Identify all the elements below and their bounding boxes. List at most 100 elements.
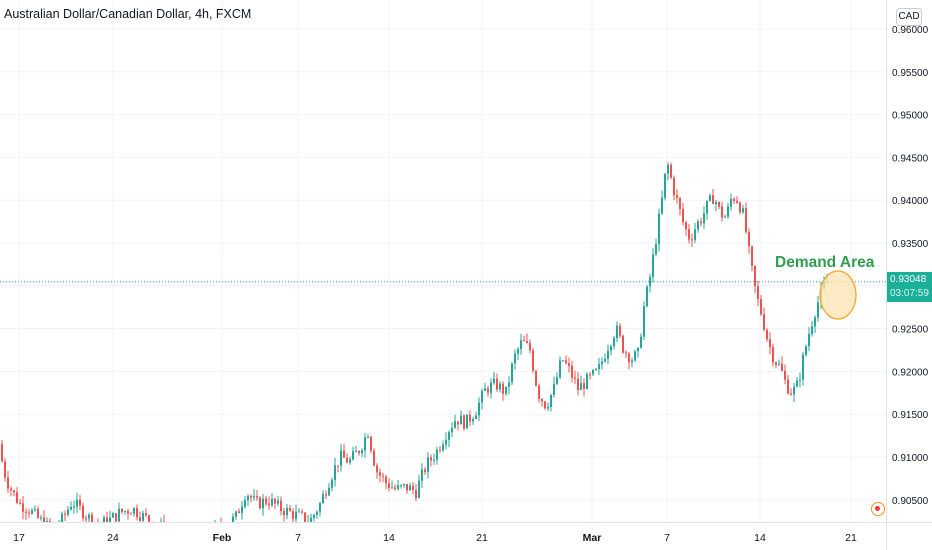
y-tick-label: 0.94000 [892, 196, 929, 207]
candle-body [577, 378, 579, 390]
candle-body [457, 421, 459, 425]
currency-button[interactable]: CAD [896, 8, 922, 26]
candle-body [70, 506, 72, 510]
candle-body [511, 363, 513, 383]
candle-body [130, 513, 132, 515]
candle-body [733, 198, 735, 201]
candle-body [496, 378, 498, 390]
candle-body [637, 347, 639, 352]
y-tick-label: 0.90500 [892, 496, 929, 507]
candle-body [91, 514, 93, 522]
candle-body [811, 326, 813, 334]
candle-body [109, 517, 111, 522]
candle-body [565, 360, 567, 364]
candle-body [643, 306, 645, 337]
candle-body [667, 164, 669, 174]
candle-body [508, 382, 510, 387]
candle-body [538, 385, 540, 399]
candle-body [319, 503, 321, 512]
candle-body [139, 517, 141, 521]
candle-body [787, 379, 789, 394]
candle-body [334, 465, 336, 480]
candle-body [118, 508, 120, 522]
candle-body [430, 457, 432, 461]
current-price-tag: 0.93048 03:07:59 [887, 272, 932, 302]
candle-body [28, 512, 30, 514]
candle-body [571, 365, 573, 378]
candle-body [493, 378, 495, 383]
candle-body [367, 436, 369, 438]
candle-body [4, 461, 6, 478]
candle-body [604, 358, 606, 362]
candle-body [631, 360, 633, 363]
candle-body [610, 346, 612, 351]
candle-body [22, 503, 24, 512]
candle-body [13, 490, 15, 493]
candle-body [523, 340, 525, 342]
alert-flag-icon[interactable] [871, 502, 885, 516]
candle-body [589, 374, 591, 376]
candle-body [385, 476, 387, 484]
candle-body [298, 511, 300, 513]
candle-body [343, 450, 345, 458]
candle-body [133, 508, 135, 514]
candle-body [739, 202, 741, 213]
candle-body [625, 352, 627, 354]
candle-body [25, 511, 27, 513]
candle-body [250, 495, 252, 498]
candle-body [289, 508, 291, 512]
candle-body [553, 383, 555, 395]
candle-body [712, 195, 714, 204]
candle-body [616, 325, 618, 339]
x-tick-label: 24 [107, 532, 119, 544]
candle-body [481, 390, 483, 403]
candle-body [601, 361, 603, 365]
candle-body [256, 496, 258, 498]
candle-body [451, 427, 453, 433]
candle-body [649, 277, 651, 287]
candle-body [145, 512, 147, 516]
candle-body [673, 177, 675, 196]
candle-body [757, 286, 759, 300]
candle-body [433, 459, 435, 461]
x-tick-label: 7 [295, 532, 301, 544]
candle-body [778, 363, 780, 365]
x-tick-label: 14 [754, 532, 766, 544]
candle-body [694, 229, 696, 240]
candle-body [754, 265, 756, 287]
candle-body [676, 195, 678, 199]
candle-body [634, 351, 636, 361]
candle-body [73, 506, 75, 508]
candle-body [265, 498, 267, 504]
candle-body [235, 511, 237, 517]
candle-body [37, 508, 39, 518]
candle-body [517, 349, 519, 354]
x-tick-label: 21 [476, 532, 488, 544]
candle-body [658, 213, 660, 245]
candle-body [541, 398, 543, 402]
candle-body [76, 499, 78, 507]
candle-body [724, 216, 726, 218]
y-tick-label: 0.95000 [892, 111, 929, 122]
candle-body [655, 244, 657, 255]
candle-body [136, 508, 138, 518]
candle-body [82, 505, 84, 519]
candle-body [370, 436, 372, 451]
candle-body [808, 333, 810, 347]
candle-body [7, 477, 9, 489]
candle-body [592, 369, 594, 375]
candle-body [358, 451, 360, 454]
candle-body [85, 518, 87, 520]
x-tick-label: 14 [383, 532, 395, 544]
candle-body [718, 202, 720, 207]
candle-body [505, 386, 507, 394]
candle-body [748, 231, 750, 247]
candle-body [340, 450, 342, 466]
candle-body [442, 444, 444, 451]
candle-body [502, 383, 504, 394]
candle-body [106, 517, 108, 522]
candle-body [580, 383, 582, 390]
candle-body [427, 457, 429, 472]
candle-body [349, 459, 351, 463]
